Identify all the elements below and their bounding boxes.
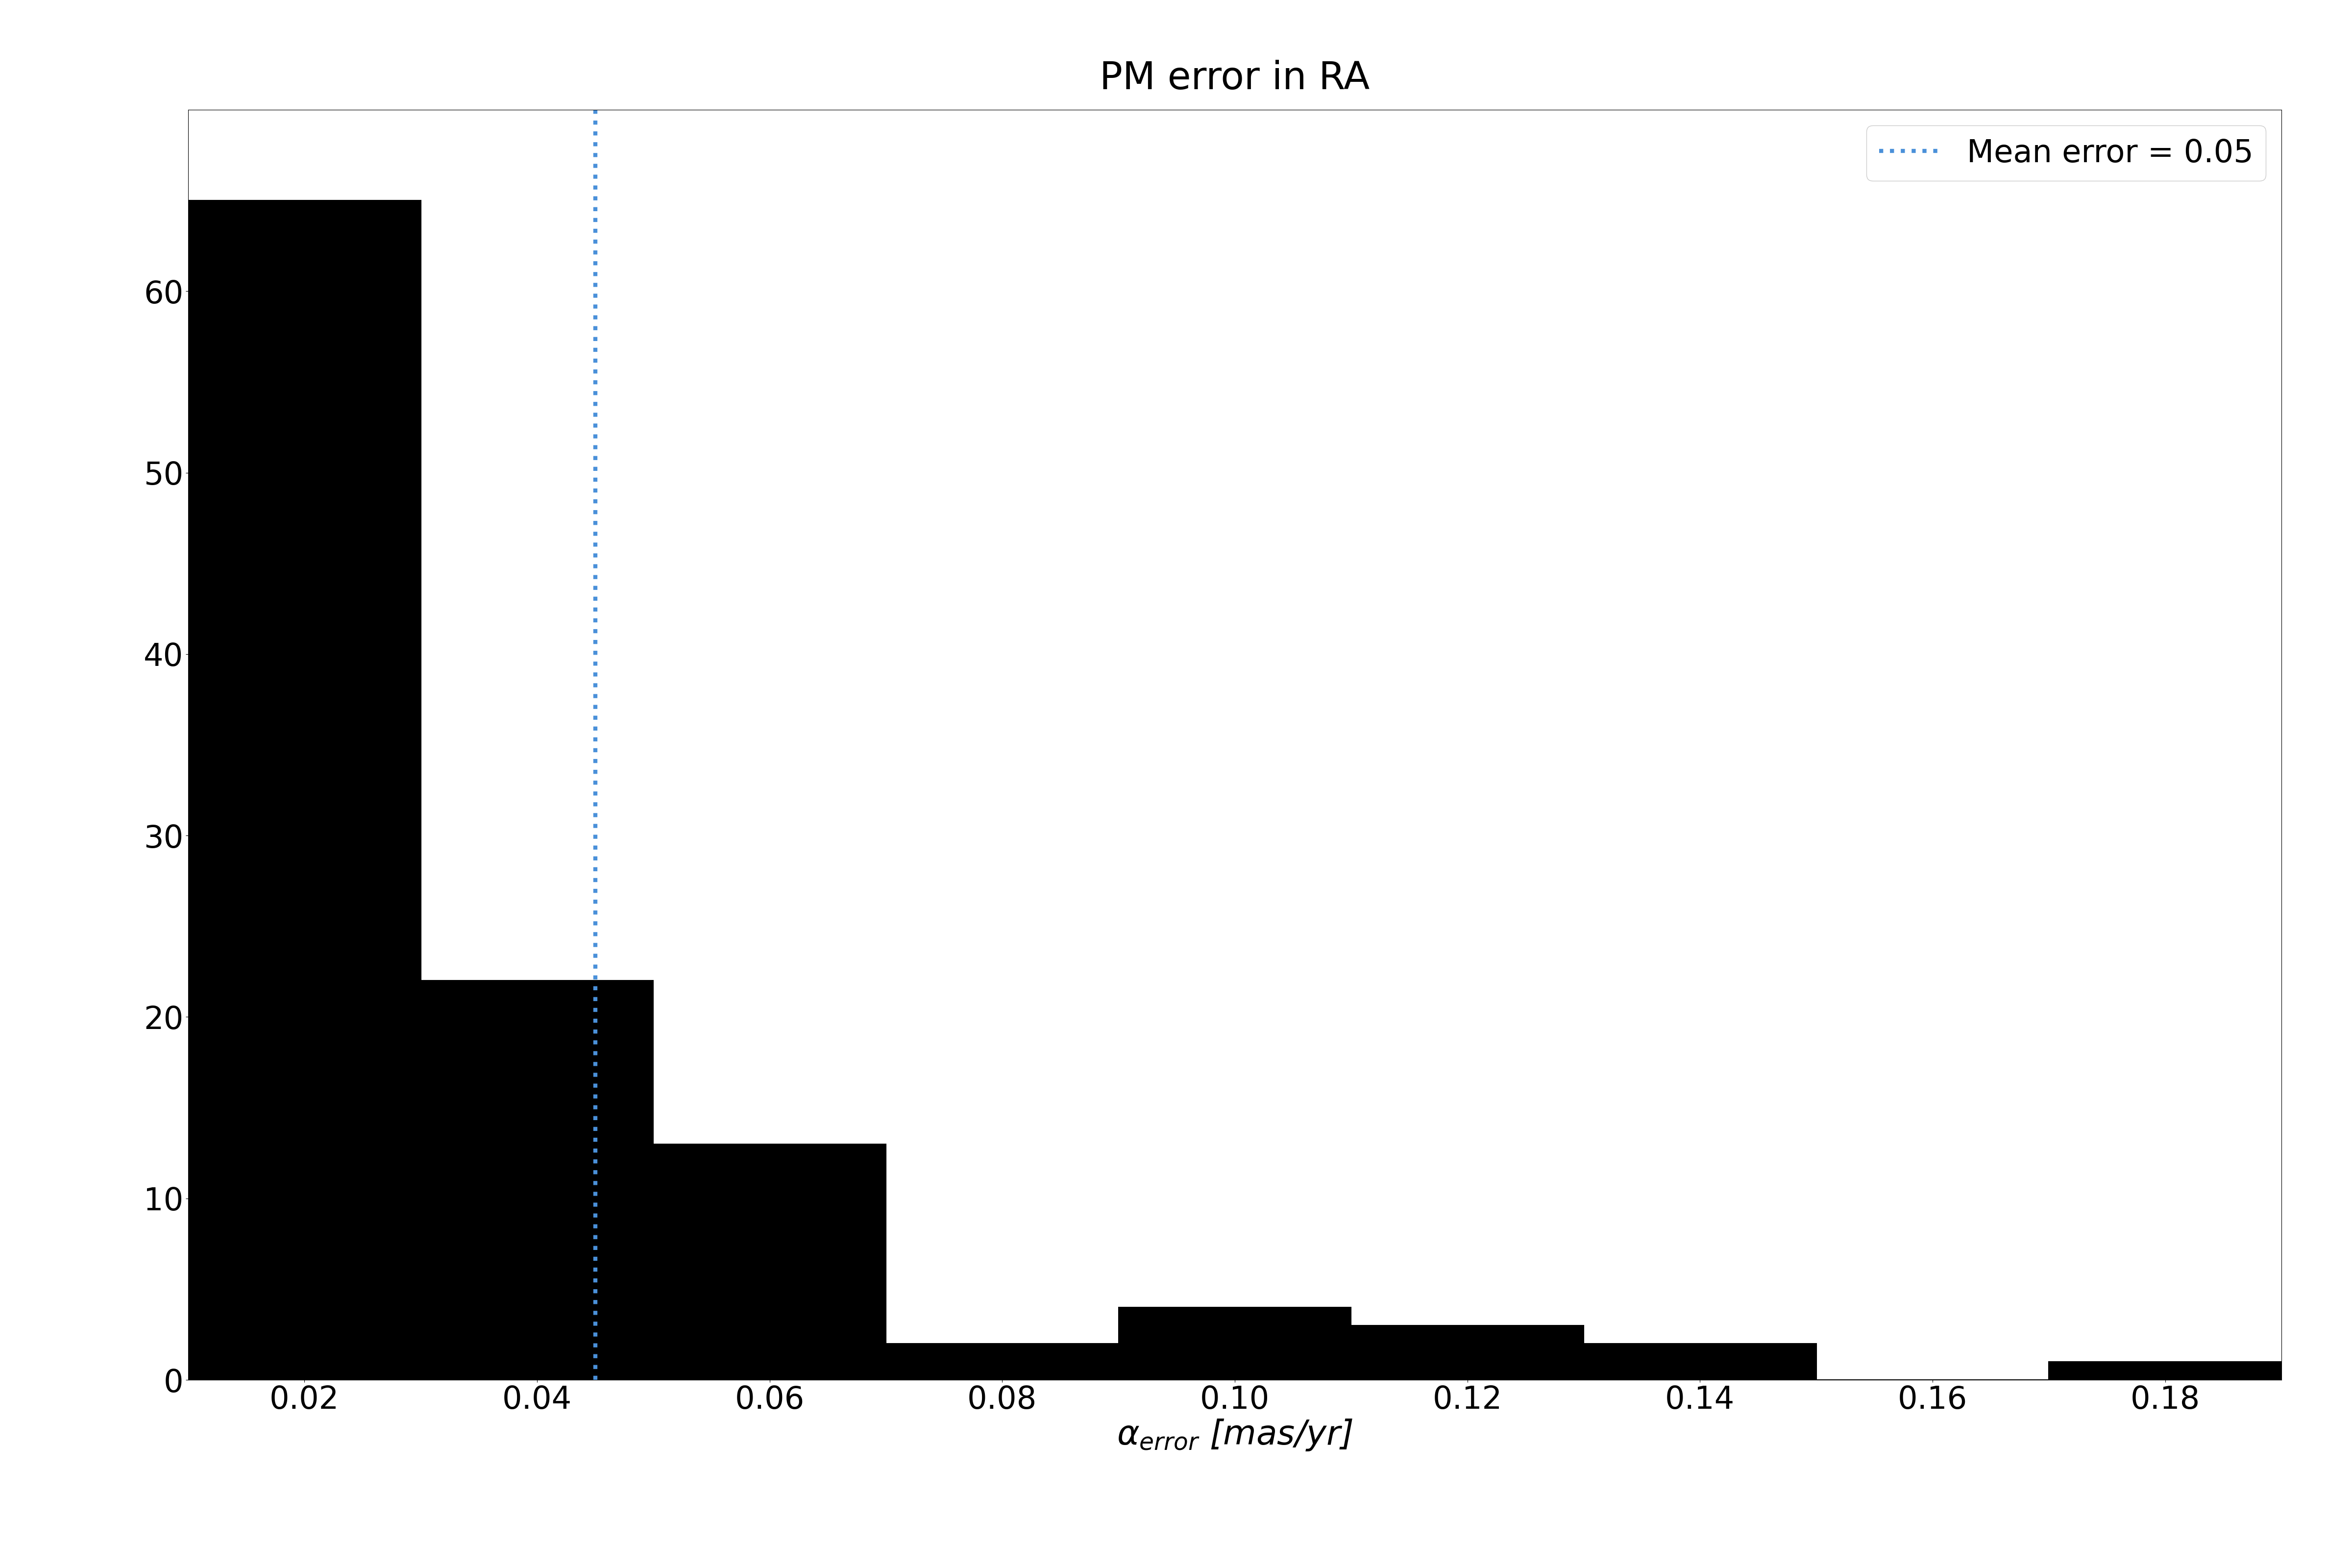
Bar <box>1120 1308 1350 1380</box>
Bar <box>887 1344 1120 1380</box>
X-axis label: $\alpha_{error}$ [mas/yr]: $\alpha_{error}$ [mas/yr] <box>1117 1417 1352 1452</box>
Bar <box>1350 1325 1583 1380</box>
Legend: Mean error = 0.05: Mean error = 0.05 <box>1867 125 2265 180</box>
Title: PM error in RA: PM error in RA <box>1101 60 1369 97</box>
Bar <box>421 980 654 1380</box>
Mean error = 0.05 <box>581 1352 609 1370</box>
Mean error = 0.05 <box>581 1370 609 1389</box>
Bar <box>2049 1361 2281 1380</box>
Bar <box>654 1145 887 1380</box>
Bar <box>1583 1344 1816 1380</box>
Bar <box>188 201 421 1380</box>
